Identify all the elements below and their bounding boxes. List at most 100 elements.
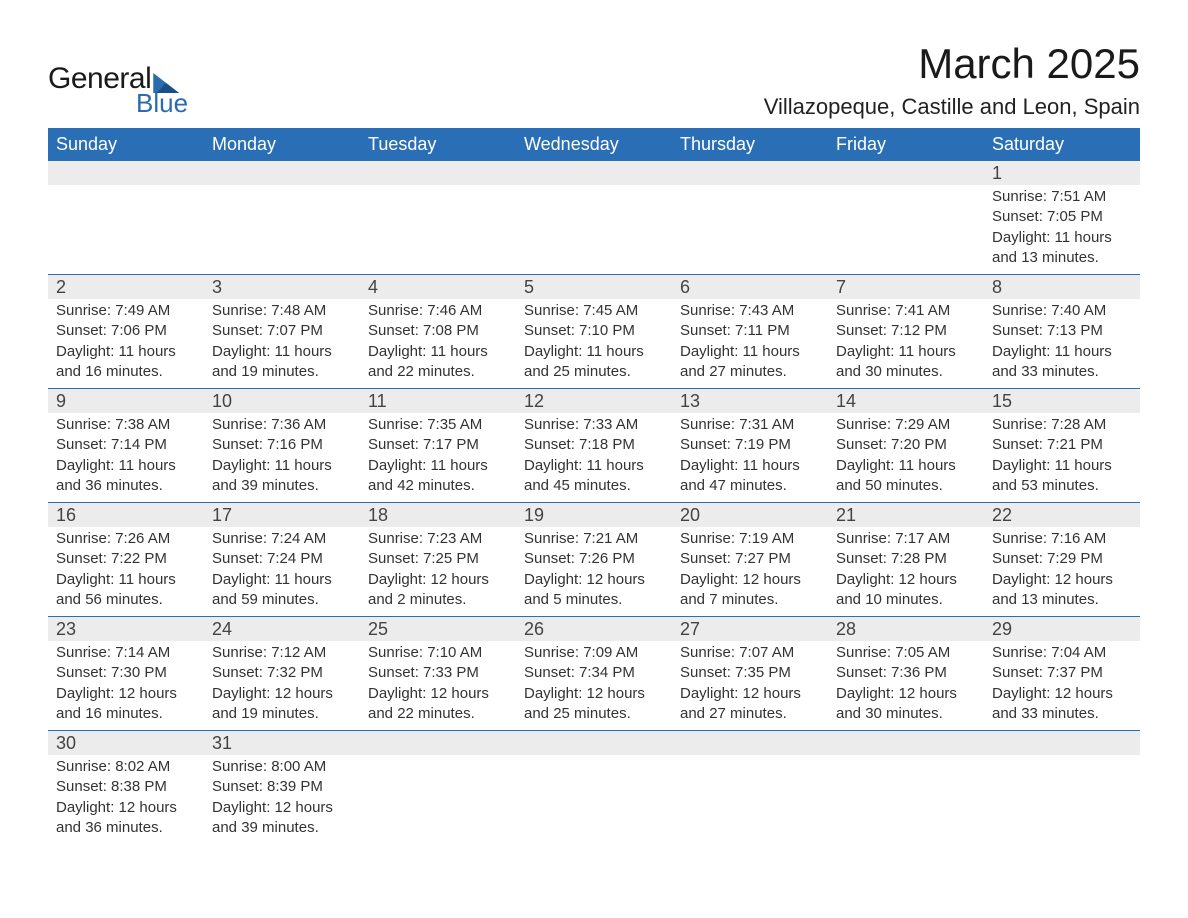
daylight-text: Daylight: 11 hours and 16 minutes. <box>56 342 196 383</box>
weekday-header: Saturday <box>984 128 1140 161</box>
calendar-cell: 9Sunrise: 7:38 AMSunset: 7:14 PMDaylight… <box>48 389 204 503</box>
daylight-text: Daylight: 12 hours and 33 minutes. <box>992 684 1132 725</box>
daylight-text: Daylight: 12 hours and 25 minutes. <box>524 684 664 725</box>
calendar-cell <box>360 161 516 275</box>
empty-day-number <box>672 161 828 185</box>
logo: General Blue <box>48 62 188 119</box>
sunrise-text: Sunrise: 7:28 AM <box>992 415 1132 435</box>
sunset-text: Sunset: 7:06 PM <box>56 321 196 341</box>
day-data: Sunrise: 8:02 AMSunset: 8:38 PMDaylight:… <box>48 755 204 844</box>
day-data: Sunrise: 7:36 AMSunset: 7:16 PMDaylight:… <box>204 413 360 502</box>
day-data: Sunrise: 7:19 AMSunset: 7:27 PMDaylight:… <box>672 527 828 616</box>
day-number: 21 <box>828 503 984 527</box>
sunrise-text: Sunrise: 7:05 AM <box>836 643 976 663</box>
weekday-header: Thursday <box>672 128 828 161</box>
day-data: Sunrise: 7:04 AMSunset: 7:37 PMDaylight:… <box>984 641 1140 730</box>
sunset-text: Sunset: 7:28 PM <box>836 549 976 569</box>
calendar-cell: 5Sunrise: 7:45 AMSunset: 7:10 PMDaylight… <box>516 275 672 389</box>
daylight-text: Daylight: 12 hours and 27 minutes. <box>680 684 820 725</box>
sunset-text: Sunset: 7:14 PM <box>56 435 196 455</box>
daylight-text: Daylight: 11 hours and 42 minutes. <box>368 456 508 497</box>
calendar-cell: 23Sunrise: 7:14 AMSunset: 7:30 PMDayligh… <box>48 617 204 731</box>
empty-day-data <box>204 185 360 265</box>
calendar-cell <box>516 161 672 275</box>
sunrise-text: Sunrise: 7:10 AM <box>368 643 508 663</box>
calendar-cell: 31Sunrise: 8:00 AMSunset: 8:39 PMDayligh… <box>204 731 360 845</box>
sunrise-text: Sunrise: 7:24 AM <box>212 529 352 549</box>
empty-day-data <box>828 185 984 265</box>
empty-day-data <box>672 755 828 835</box>
calendar-cell: 25Sunrise: 7:10 AMSunset: 7:33 PMDayligh… <box>360 617 516 731</box>
day-number: 15 <box>984 389 1140 413</box>
calendar-cell: 14Sunrise: 7:29 AMSunset: 7:20 PMDayligh… <box>828 389 984 503</box>
sunset-text: Sunset: 7:35 PM <box>680 663 820 683</box>
calendar-cell <box>984 731 1140 845</box>
calendar-cell: 8Sunrise: 7:40 AMSunset: 7:13 PMDaylight… <box>984 275 1140 389</box>
sunrise-text: Sunrise: 7:14 AM <box>56 643 196 663</box>
calendar-cell: 29Sunrise: 7:04 AMSunset: 7:37 PMDayligh… <box>984 617 1140 731</box>
sunrise-text: Sunrise: 7:26 AM <box>56 529 196 549</box>
sunrise-text: Sunrise: 7:51 AM <box>992 187 1132 207</box>
sunrise-text: Sunrise: 7:40 AM <box>992 301 1132 321</box>
daylight-text: Daylight: 12 hours and 7 minutes. <box>680 570 820 611</box>
day-data: Sunrise: 7:40 AMSunset: 7:13 PMDaylight:… <box>984 299 1140 388</box>
calendar-cell: 15Sunrise: 7:28 AMSunset: 7:21 PMDayligh… <box>984 389 1140 503</box>
calendar-cell: 12Sunrise: 7:33 AMSunset: 7:18 PMDayligh… <box>516 389 672 503</box>
day-number: 19 <box>516 503 672 527</box>
daylight-text: Daylight: 11 hours and 27 minutes. <box>680 342 820 383</box>
day-data: Sunrise: 7:46 AMSunset: 7:08 PMDaylight:… <box>360 299 516 388</box>
empty-day-data <box>48 185 204 265</box>
day-data: Sunrise: 7:17 AMSunset: 7:28 PMDaylight:… <box>828 527 984 616</box>
day-number: 22 <box>984 503 1140 527</box>
sunset-text: Sunset: 7:07 PM <box>212 321 352 341</box>
daylight-text: Daylight: 11 hours and 53 minutes. <box>992 456 1132 497</box>
sunset-text: Sunset: 7:34 PM <box>524 663 664 683</box>
daylight-text: Daylight: 11 hours and 56 minutes. <box>56 570 196 611</box>
weekday-header: Friday <box>828 128 984 161</box>
sunrise-text: Sunrise: 8:02 AM <box>56 757 196 777</box>
day-data: Sunrise: 7:09 AMSunset: 7:34 PMDaylight:… <box>516 641 672 730</box>
calendar-week-row: 30Sunrise: 8:02 AMSunset: 8:38 PMDayligh… <box>48 731 1140 845</box>
day-number: 9 <box>48 389 204 413</box>
day-data: Sunrise: 7:51 AMSunset: 7:05 PMDaylight:… <box>984 185 1140 274</box>
calendar-cell <box>828 731 984 845</box>
sunrise-text: Sunrise: 7:36 AM <box>212 415 352 435</box>
sunset-text: Sunset: 7:11 PM <box>680 321 820 341</box>
sunset-text: Sunset: 7:21 PM <box>992 435 1132 455</box>
day-number: 30 <box>48 731 204 755</box>
header: General Blue March 2025 Villazopeque, Ca… <box>48 40 1140 120</box>
empty-day-data <box>672 185 828 265</box>
location-label: Villazopeque, Castille and Leon, Spain <box>764 94 1140 120</box>
daylight-text: Daylight: 11 hours and 19 minutes. <box>212 342 352 383</box>
sunrise-text: Sunrise: 7:43 AM <box>680 301 820 321</box>
calendar-cell: 11Sunrise: 7:35 AMSunset: 7:17 PMDayligh… <box>360 389 516 503</box>
page-title: March 2025 <box>764 40 1140 88</box>
sunset-text: Sunset: 7:17 PM <box>368 435 508 455</box>
calendar-cell: 3Sunrise: 7:48 AMSunset: 7:07 PMDaylight… <box>204 275 360 389</box>
empty-day-data <box>828 755 984 835</box>
sunrise-text: Sunrise: 7:49 AM <box>56 301 196 321</box>
sunrise-text: Sunrise: 7:48 AM <box>212 301 352 321</box>
sunrise-text: Sunrise: 7:16 AM <box>992 529 1132 549</box>
calendar-cell <box>828 161 984 275</box>
calendar-cell <box>360 731 516 845</box>
day-data: Sunrise: 7:26 AMSunset: 7:22 PMDaylight:… <box>48 527 204 616</box>
weekday-header: Wednesday <box>516 128 672 161</box>
calendar-cell: 18Sunrise: 7:23 AMSunset: 7:25 PMDayligh… <box>360 503 516 617</box>
sunset-text: Sunset: 7:27 PM <box>680 549 820 569</box>
sunset-text: Sunset: 7:33 PM <box>368 663 508 683</box>
day-data: Sunrise: 7:05 AMSunset: 7:36 PMDaylight:… <box>828 641 984 730</box>
sunset-text: Sunset: 7:30 PM <box>56 663 196 683</box>
day-data: Sunrise: 7:10 AMSunset: 7:33 PMDaylight:… <box>360 641 516 730</box>
day-data: Sunrise: 7:43 AMSunset: 7:11 PMDaylight:… <box>672 299 828 388</box>
daylight-text: Daylight: 11 hours and 13 minutes. <box>992 228 1132 269</box>
day-number: 2 <box>48 275 204 299</box>
sunset-text: Sunset: 7:29 PM <box>992 549 1132 569</box>
daylight-text: Daylight: 11 hours and 36 minutes. <box>56 456 196 497</box>
calendar-cell: 27Sunrise: 7:07 AMSunset: 7:35 PMDayligh… <box>672 617 828 731</box>
day-number: 28 <box>828 617 984 641</box>
sunset-text: Sunset: 7:05 PM <box>992 207 1132 227</box>
sunrise-text: Sunrise: 8:00 AM <box>212 757 352 777</box>
day-number: 7 <box>828 275 984 299</box>
daylight-text: Daylight: 11 hours and 59 minutes. <box>212 570 352 611</box>
